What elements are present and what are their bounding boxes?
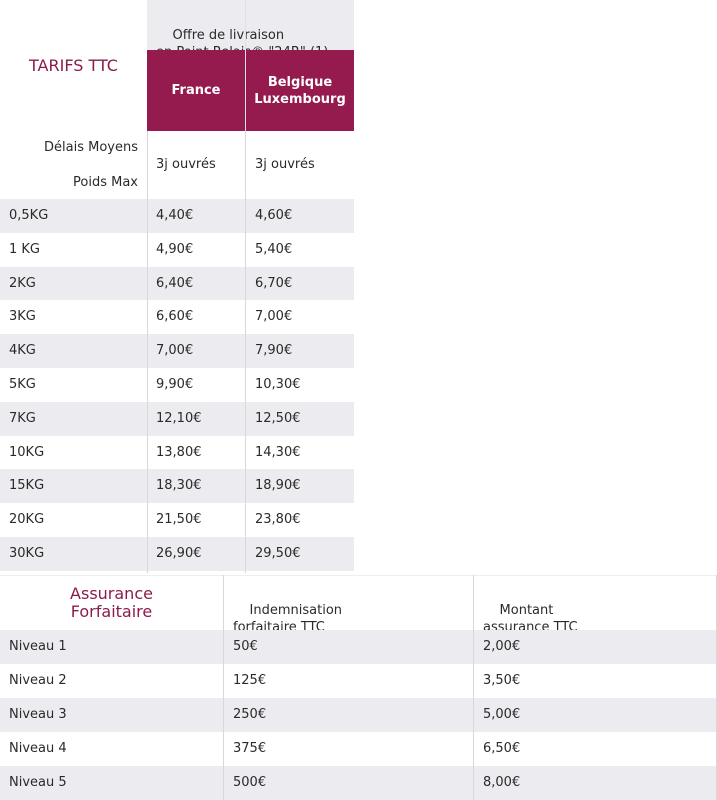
tarif-poids: 5KG	[9, 377, 36, 392]
tarif-belux: 14,30€	[255, 445, 301, 460]
tarif-row: 10KG 13,80€ 14,30€	[0, 436, 354, 469]
tarif-row: 20KG 21,50€ 23,80€	[0, 503, 354, 537]
tarif-france: 6,60€	[156, 309, 194, 324]
assurance-indemn: 125€	[233, 673, 267, 688]
assurance-indemn: 375€	[233, 741, 267, 756]
divider	[245, 131, 246, 573]
assurance-title-cell: Assurance Forfaitaire	[0, 575, 223, 630]
tarif-france: 7,00€	[156, 343, 194, 358]
col-header-indemn: Indemnisation forfaitaire TTC	[224, 575, 473, 635]
tarif-belux: 4,60€	[255, 208, 293, 223]
tarif-poids: 4KG	[9, 343, 36, 358]
tarif-poids: 30KG	[9, 546, 45, 561]
divider	[147, 131, 148, 573]
col-header-belux: Belgique Luxembourg	[246, 50, 354, 131]
assurance-row: Niveau 3 250€ 5,00€	[0, 698, 717, 732]
assurance-title: Assurance Forfaitaire	[70, 584, 153, 621]
tarif-france: 4,90€	[156, 242, 194, 257]
col-france-label: France	[171, 83, 221, 98]
tarif-row: 3KG 6,60€ 7,00€	[0, 300, 354, 334]
tarif-belux: 6,70€	[255, 276, 293, 291]
assurance-niveau: Niveau 1	[9, 639, 67, 654]
tarif-poids: 15KG	[9, 478, 45, 493]
tarif-france: 12,10€	[156, 411, 202, 426]
assurance-niveau: Niveau 2	[9, 673, 67, 688]
delais-france: 3j ouvrés	[156, 157, 216, 172]
divider	[473, 575, 474, 800]
tarif-row: 7KG 12,10€ 12,50€	[0, 402, 354, 436]
tarif-belux: 23,80€	[255, 512, 301, 527]
tarif-belux: 7,00€	[255, 309, 293, 324]
assurance-montant: 8,00€	[483, 775, 521, 790]
tarif-belux: 12,50€	[255, 411, 301, 426]
assurance-row: Niveau 4 375€ 6,50€	[0, 732, 717, 766]
tarif-row: 30KG 26,90€ 29,50€	[0, 537, 354, 571]
tarif-france: 13,80€	[156, 445, 202, 460]
tarif-poids: 3KG	[9, 309, 36, 324]
tarif-france: 6,40€	[156, 276, 194, 291]
tarif-row: 2KG 6,40€ 6,70€	[0, 267, 354, 300]
col-header-montant: Montant assurance TTC	[474, 575, 717, 635]
assurance-montant: 3,50€	[483, 673, 521, 688]
assurance-indemn: 50€	[233, 639, 258, 654]
assurance-row: Niveau 5 500€ 8,00€	[0, 766, 717, 800]
assurance-indemn: 250€	[233, 707, 267, 722]
poids-label: Poids Max	[73, 175, 138, 190]
tarif-poids: 7KG	[9, 411, 36, 426]
tarif-belux: 29,50€	[255, 546, 301, 561]
divider	[223, 575, 224, 800]
delais-label: Délais Moyens	[44, 140, 138, 155]
col-belux-label: Belgique Luxembourg	[254, 74, 346, 107]
tarif-belux: 7,90€	[255, 343, 293, 358]
tarif-row: 1 KG 4,90€ 5,40€	[0, 233, 354, 267]
assurance-montant: 6,50€	[483, 741, 521, 756]
assurance-niveau: Niveau 4	[9, 741, 67, 756]
tarif-poids: 10KG	[9, 445, 45, 460]
tarif-row: 4KG 7,00€ 7,90€	[0, 334, 354, 368]
tarif-france: 9,90€	[156, 377, 194, 392]
tarif-poids: 20KG	[9, 512, 45, 527]
assurance-row: Niveau 1 50€ 2,00€	[0, 630, 717, 664]
assurance-indemn: 500€	[233, 775, 267, 790]
divider	[0, 575, 717, 576]
tarif-france: 21,50€	[156, 512, 202, 527]
tarif-belux: 10,30€	[255, 377, 301, 392]
tarifs-title: TARIFS TTC	[29, 56, 118, 75]
assurance-niveau: Niveau 3	[9, 707, 67, 722]
tarifs-title-cell: TARIFS TTC	[0, 0, 147, 131]
delais-label-cell: Délais Moyens Poids Max	[0, 131, 147, 199]
tarif-belux: 18,90€	[255, 478, 301, 493]
tarif-france: 4,40€	[156, 208, 194, 223]
tarif-poids: 1 KG	[9, 242, 41, 257]
tarif-poids: 0,5KG	[9, 208, 49, 223]
offer-header-cell: Offre de livraison en Point Relais® "24R…	[147, 0, 354, 60]
assurance-row: Niveau 2 125€ 3,50€	[0, 664, 717, 698]
tarif-row: 0,5KG 4,40€ 4,60€	[0, 199, 354, 233]
tarif-belux: 5,40€	[255, 242, 293, 257]
tarif-poids: 2KG	[9, 276, 36, 291]
assurance-montant: 2,00€	[483, 639, 521, 654]
col-header-france: France	[147, 50, 245, 131]
assurance-niveau: Niveau 5	[9, 775, 67, 790]
tarif-row: 5KG 9,90€ 10,30€	[0, 368, 354, 402]
tarif-france: 18,30€	[156, 478, 202, 493]
assurance-montant: 5,00€	[483, 707, 521, 722]
delais-belux: 3j ouvrés	[255, 157, 315, 172]
tarif-row: 15KG 18,30€ 18,90€	[0, 469, 354, 503]
tarif-france: 26,90€	[156, 546, 202, 561]
